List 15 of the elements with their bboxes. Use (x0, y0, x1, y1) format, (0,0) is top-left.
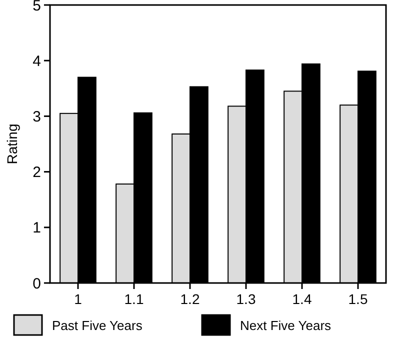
x-tick-label: 1.3 (236, 291, 256, 307)
x-tick-label: 1 (74, 291, 82, 307)
x-tick-label: 1.5 (348, 291, 368, 307)
y-tick-label: 5 (32, 0, 41, 14)
y-tick-label: 1 (32, 220, 41, 237)
x-tick-label: 1.4 (292, 291, 312, 307)
y-tick-label: 0 (32, 275, 41, 292)
legend-label: Past Five Years (52, 318, 143, 333)
x-tick-label: 1.2 (180, 291, 200, 307)
x-tick-label: 1.1 (124, 291, 144, 307)
y-axis-title: Rating (4, 124, 20, 164)
legend-label: Next Five Years (240, 318, 332, 333)
y-tick-label: 4 (32, 52, 41, 70)
y-tick-label: 2 (32, 164, 41, 182)
y-tick-label: 3 (32, 108, 41, 126)
